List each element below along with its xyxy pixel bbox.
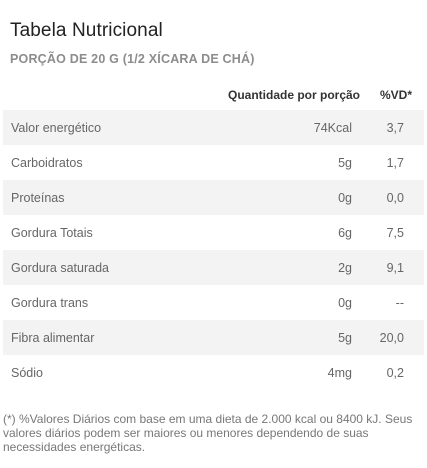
nutrient-daily-value: 20,0: [379, 331, 404, 345]
nutrient-quantity: 0g: [338, 191, 352, 205]
nutrient-name: Proteínas: [11, 191, 65, 205]
nutrient-name: Carboidratos: [11, 156, 83, 170]
nutrient-name: Sódio: [11, 366, 43, 380]
nutrient-daily-value: 7,5: [386, 226, 404, 240]
nutrient-quantity: 4mg: [327, 366, 352, 380]
nutrient-quantity: 0g: [338, 296, 352, 310]
table-header: Quantidade por porção %VD*: [3, 80, 424, 110]
table-row: Gordura saturada 2g 9,1: [3, 250, 424, 285]
nutrient-name: Valor energético: [11, 121, 102, 135]
nutrient-daily-value: 1,7: [386, 156, 404, 170]
quantity-column-header: Quantidade por porção: [227, 88, 360, 102]
page-title: Tabela Nutricional: [10, 20, 163, 41]
table-row: Sódio 4mg 0,2: [3, 355, 424, 390]
nutrient-daily-value: 9,1: [386, 261, 404, 275]
table-row: Valor energético 74Kcal 3,7: [3, 110, 424, 145]
table-row: Fibra alimentar 5g 20,0: [3, 320, 424, 355]
nutrient-quantity: 5g: [338, 331, 352, 345]
nutrient-quantity: 6g: [338, 226, 352, 240]
nutrient-name: Fibra alimentar: [11, 331, 95, 345]
portion-subtitle: PORÇÃO DE 20 G (1/2 XÍCARA DE CHÁ): [10, 52, 255, 66]
nutrient-daily-value: --: [395, 296, 404, 310]
nutrient-name: Gordura trans: [11, 296, 89, 310]
nutrient-daily-value: 0,2: [386, 366, 404, 380]
nutrient-name: Gordura Totais: [11, 226, 93, 240]
nutrition-table: Quantidade por porção %VD* Valor energét…: [3, 80, 424, 390]
nutrient-daily-value: 3,7: [386, 121, 404, 135]
table-row: Proteínas 0g 0,0: [3, 180, 424, 215]
table-row: Carboidratos 5g 1,7: [3, 145, 424, 180]
daily-value-column-header: %VD*: [379, 88, 412, 102]
nutrient-quantity: 5g: [338, 156, 352, 170]
table-row: Gordura trans 0g --: [3, 285, 424, 320]
daily-values-footnote: (*) %Valores Diários com base em uma die…: [3, 412, 413, 454]
nutrient-quantity: 74Kcal: [313, 121, 352, 135]
nutrient-name: Gordura saturada: [11, 261, 109, 275]
table-row: Gordura Totais 6g 7,5: [3, 215, 424, 250]
nutrient-quantity: 2g: [338, 261, 352, 275]
nutrient-daily-value: 0,0: [386, 191, 404, 205]
